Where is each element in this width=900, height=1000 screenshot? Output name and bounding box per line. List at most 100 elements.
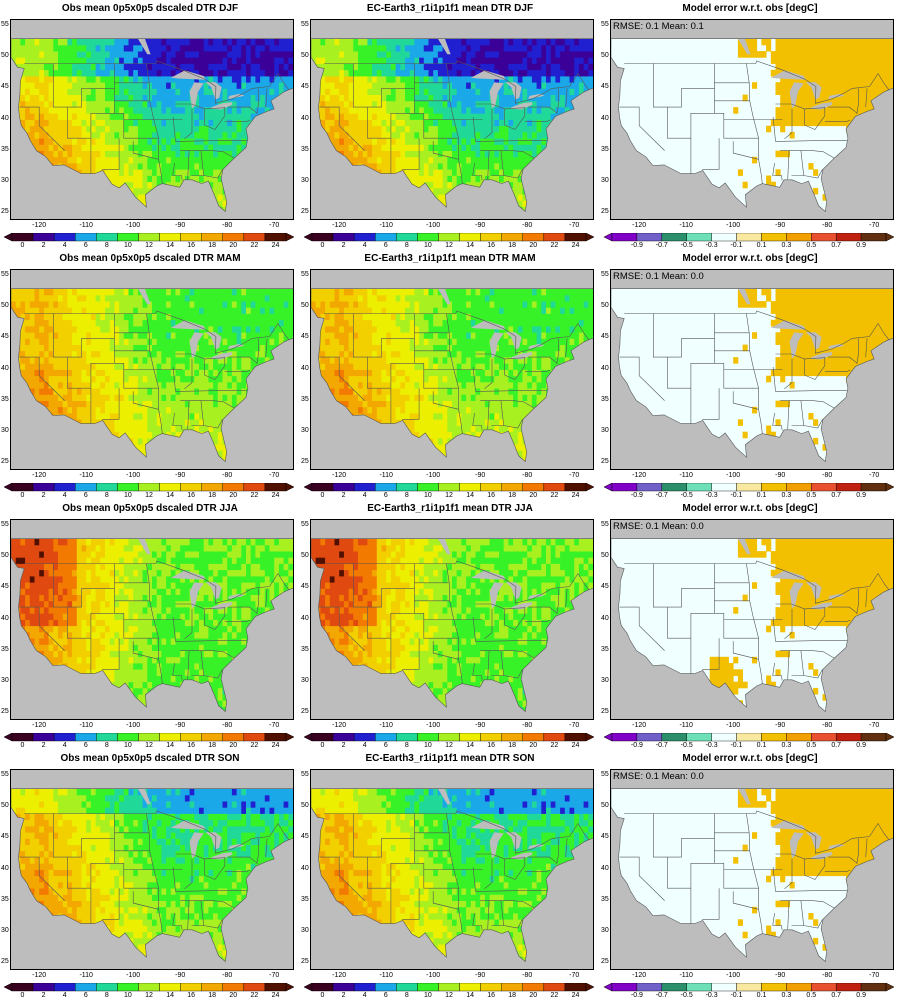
colorbar-swatch: [201, 233, 223, 242]
map-frame: RMSE: 0.1 Mean: 0.1: [610, 19, 894, 220]
lake: [528, 844, 545, 849]
colorbar-tick-label: 22: [550, 492, 559, 499]
map-plot: [11, 270, 293, 469]
colorbar-min-arrow: [4, 483, 13, 492]
borders: [311, 38, 593, 213]
colorbar-swatch: [417, 983, 439, 992]
lake: [505, 332, 522, 350]
colorbar-swatch: [543, 233, 566, 242]
colorbar-swatch: [159, 983, 181, 992]
colorbar-swatch: [396, 483, 418, 492]
colorbar-swatch: [332, 733, 355, 742]
colorbar-swatch: [711, 733, 737, 742]
colorbar-tick-label: 12: [145, 242, 153, 249]
lake: [170, 570, 206, 580]
colorbar-tick-label: -0.7: [655, 492, 668, 499]
colorbar: [4, 983, 295, 992]
lat-tick-label: 50: [601, 52, 609, 60]
lon-tick-label: -100: [726, 972, 741, 979]
lat-tick-label: 25: [601, 957, 609, 965]
colorbar-swatch: [811, 983, 837, 992]
colorbar-tick-label: -0.7: [655, 242, 668, 249]
colorbar-swatch: [811, 733, 837, 742]
colorbar-tick-label: 10: [423, 242, 432, 249]
colorbar-tick-label: 20: [229, 742, 238, 749]
lat-tick-label: 45: [1, 583, 9, 591]
colorbar-swatch: [375, 733, 397, 742]
lat-tick-label: 25: [601, 707, 609, 715]
colorbar: [304, 483, 595, 492]
lat-tick-label: 45: [601, 333, 609, 341]
lon-tick-label: -80: [822, 972, 833, 979]
borders: [311, 538, 593, 713]
colorbar-swatch: [332, 483, 355, 492]
colorbar-min-arrow: [604, 733, 613, 742]
colorbar-swatch: [353, 483, 376, 492]
colorbar-tick-label: 20: [229, 492, 238, 499]
lat-tick-label: 55: [1, 521, 9, 529]
colorbar-swatch: [459, 483, 481, 492]
colorbar-tick-label: 16: [187, 992, 196, 999]
colorbar-swatch: [159, 733, 181, 742]
colorbar-swatch: [180, 983, 202, 992]
colorbar-tick-label: 24: [271, 242, 280, 249]
lat-tick-label: 50: [1, 302, 9, 310]
colorbar-swatch: [264, 483, 287, 492]
colorbar-tick-label: 0: [320, 742, 325, 749]
colorbar-swatch: [332, 983, 355, 992]
colorbar-tick-label: 2: [41, 992, 46, 999]
lake: [805, 82, 822, 100]
colorbar-tick-label: -0.5: [680, 492, 693, 499]
colorbar-tick-label: 4: [62, 992, 67, 999]
colorbar-swatch: [11, 483, 34, 492]
colorbar-swatch: [661, 233, 687, 242]
lat-tick-label: 45: [601, 83, 609, 91]
lake: [505, 582, 522, 600]
lon-tick-label: -100: [426, 722, 441, 729]
lat-tick-label: 55: [1, 771, 9, 779]
colorbar-tick-label: 12: [445, 492, 453, 499]
lon-tick-label: -80: [522, 972, 533, 979]
colorbar-tick-label: 6: [383, 492, 388, 499]
lon-tick-label: -70: [569, 222, 580, 229]
colorbar-tick-label: 16: [487, 992, 496, 999]
panel-title: EC-Earth3_r1i1p1f1 mean DTR MAM: [364, 253, 536, 264]
colorbar-tick-label: 4: [362, 992, 367, 999]
colorbar-swatch: [96, 733, 118, 742]
lake: [470, 70, 506, 80]
colorbar-tick-label: 0.7: [831, 242, 842, 249]
lake: [170, 820, 206, 830]
lon-tick-label: -80: [822, 722, 833, 729]
lat-tick-label: 25: [1, 707, 9, 715]
lon-tick-label: -90: [475, 472, 486, 479]
colorbar-swatch: [636, 983, 663, 992]
lat-tick-label: 25: [301, 207, 309, 215]
lat-tick-label: 55: [601, 271, 609, 279]
borders: [311, 288, 593, 463]
lon-tick-label: -80: [222, 972, 233, 979]
map-panel-obs-son: Obs mean 0p5x0p5 dscaled DTR SON 55 50 45 40…: [0, 750, 300, 1000]
colorbar-min-arrow: [604, 483, 613, 492]
colorbar-tick-label: 18: [508, 742, 517, 749]
lat-tick-label: 35: [301, 895, 309, 903]
lat-tick-label: 30: [601, 926, 609, 934]
colorbar-tick-label: 2: [341, 242, 346, 249]
lake: [805, 582, 822, 600]
colorbar-tick-label: 8: [404, 242, 409, 249]
map-panel-obs-mam: Obs mean 0p5x0p5 dscaled DTR MAM 55 50 45 40…: [0, 250, 300, 500]
colorbar: [4, 483, 295, 492]
lake: [137, 38, 151, 55]
colorbar-tick-label: -0.1: [730, 742, 743, 749]
colorbar-swatch: [736, 233, 762, 242]
lake: [737, 538, 751, 555]
lake: [789, 832, 804, 859]
colorbar-swatch: [636, 233, 663, 242]
colorbar-tick-label: 8: [404, 742, 409, 749]
lake: [737, 288, 751, 305]
colorbar-swatch: [311, 483, 334, 492]
colorbar-tick-label: 8: [104, 492, 109, 499]
colorbar-tick-label: 18: [208, 742, 217, 749]
lon-tick-label: -110: [379, 972, 393, 979]
lat-tick-label: 50: [601, 552, 609, 560]
colorbar-tick-label: 4: [62, 242, 67, 249]
